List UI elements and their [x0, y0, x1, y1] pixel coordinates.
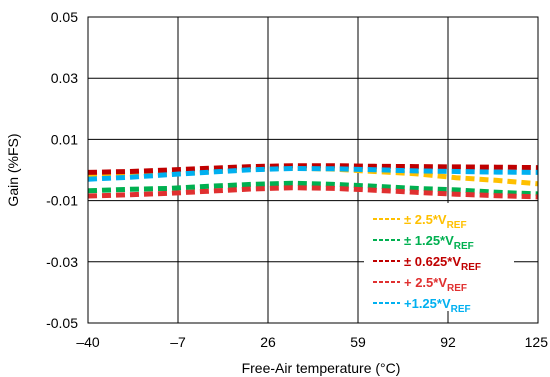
series-line-4 [87, 185, 539, 200]
x-axis-title: Free-Air temperature (°C) [242, 360, 401, 376]
legend-label: ± 2.5*V [404, 212, 447, 227]
x-tick-label: 26 [260, 334, 276, 350]
x-tick-label: –40 [76, 334, 100, 350]
legend-subscript: REF [451, 304, 471, 315]
legend-entry-2: ± 1.25*VREF [404, 233, 474, 252]
legend-subscript: REF [461, 262, 481, 273]
legend-entry-4: + 2.5*VREF [404, 275, 467, 294]
legend-subscript: REF [447, 283, 467, 294]
legend-entry-3: ± 0.625*VREF [404, 254, 481, 273]
legend-entry-1: ± 2.5*VREF [404, 212, 467, 231]
x-tick-label: 59 [350, 334, 366, 350]
legend-label: ± 1.25*V [404, 233, 454, 248]
legend-label: +1.25*V [404, 296, 451, 311]
y-tick-label: -0.03 [46, 254, 78, 270]
legend-subscript: REF [454, 241, 474, 252]
y-tick-label: 0.01 [51, 131, 78, 147]
y-tick-labels: -0.05 -0.03 -0.01 0.01 0.03 0.05 [46, 9, 78, 331]
y-tick-label: 0.05 [51, 9, 78, 25]
x-tick-labels: –40 –7 26 59 92 125 [76, 334, 548, 350]
x-tick-label: –7 [170, 334, 186, 350]
series-line-5 [87, 165, 539, 182]
legend-subscript: REF [447, 220, 467, 231]
x-tick-label: 92 [440, 334, 456, 350]
legend-entry-5: +1.25*VREF [404, 296, 471, 315]
series-line-3 [87, 163, 539, 175]
legend-label: ± 0.625*V [404, 254, 461, 269]
series-line-2 [87, 180, 539, 197]
plot-border [87, 16, 539, 324]
legend-label: + 2.5*V [404, 275, 447, 290]
y-tick-label: -0.01 [46, 193, 78, 209]
series-lines [87, 163, 539, 200]
y-tick-label: 0.03 [51, 70, 78, 86]
y-axis-title: Gain (%FS) [5, 133, 21, 206]
legend: ± 2.5*VREF± 1.25*VREF± 0.625*VREF+ 2.5*V… [373, 212, 481, 315]
y-tick-label: -0.05 [46, 315, 78, 331]
legend-background [364, 203, 514, 311]
x-tick-label: 125 [525, 334, 549, 350]
